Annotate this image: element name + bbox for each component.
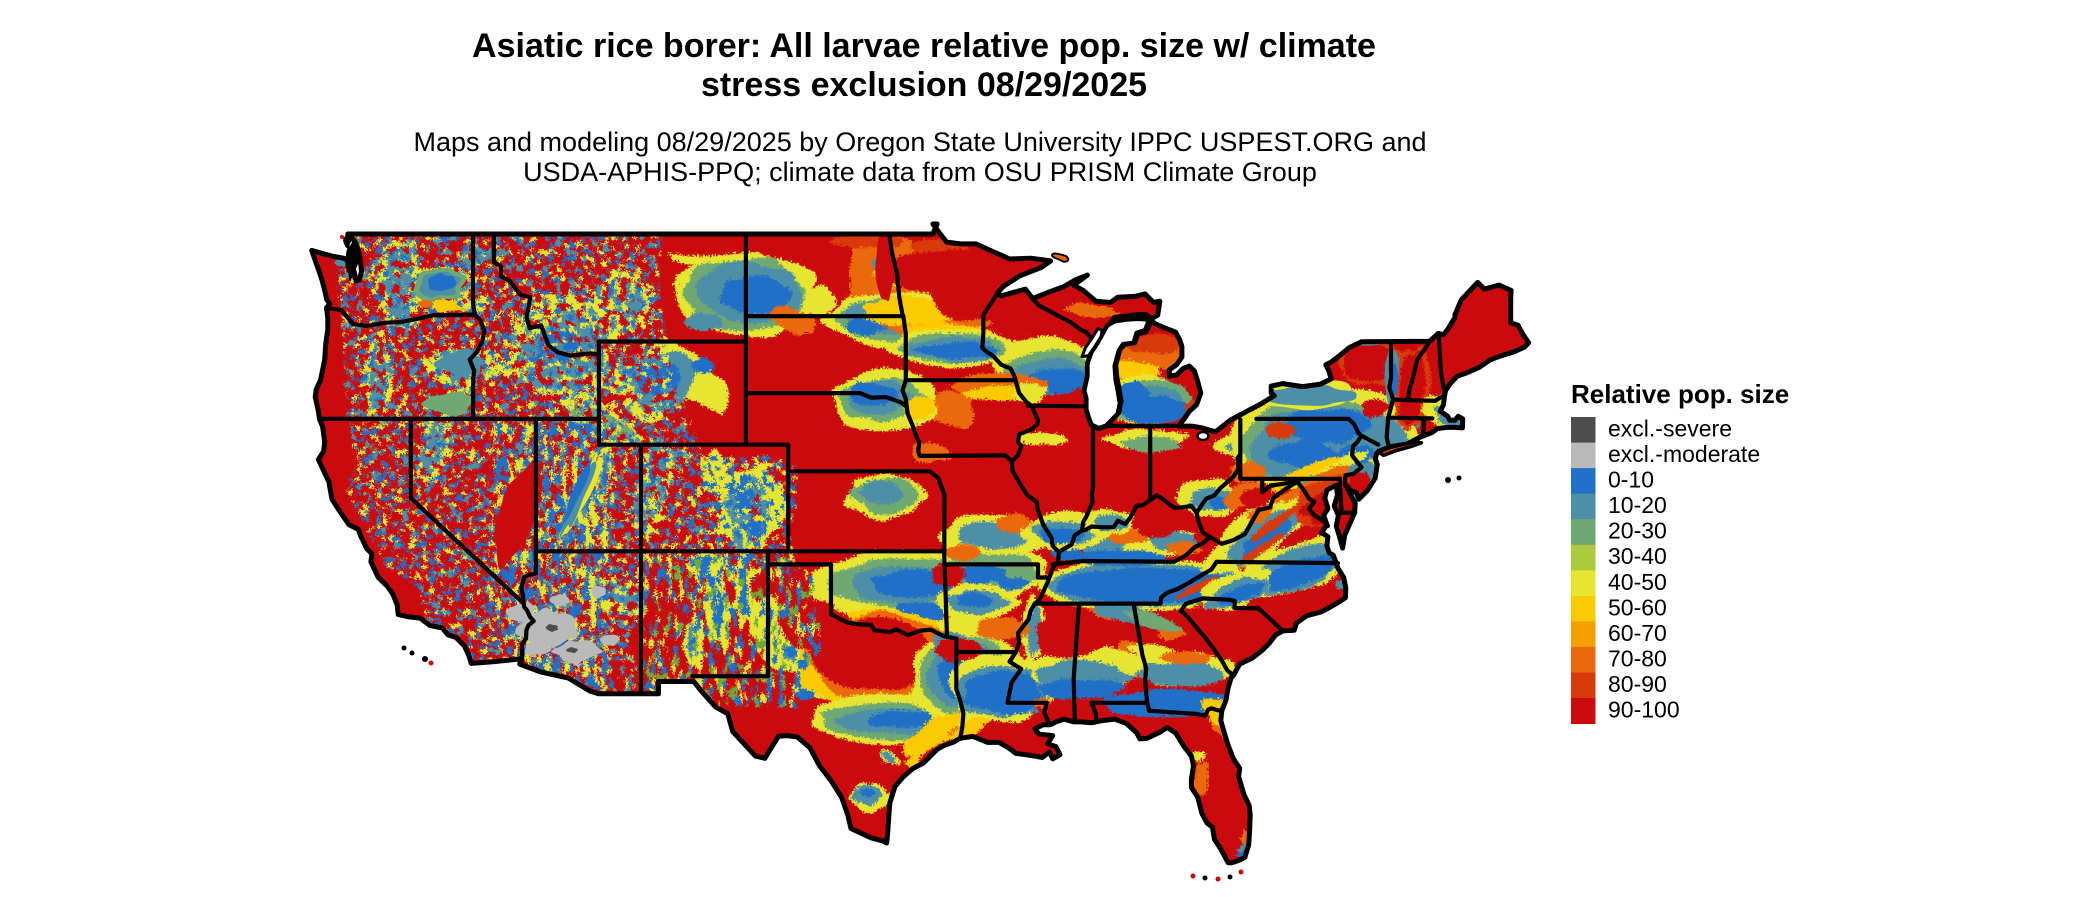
svg-text:Relative pop. size: Relative pop. size [1571,379,1789,409]
svg-text:40-50: 40-50 [1608,569,1667,595]
svg-text:USDA-APHIS-PPQ; climate data f: USDA-APHIS-PPQ; climate data from OSU PR… [523,157,1317,187]
svg-text:Asiatic rice borer: All larvae: Asiatic rice borer: All larvae relative … [472,27,1376,65]
svg-text:30-40: 30-40 [1608,543,1667,569]
svg-text:Maps and modeling 08/29/2025 b: Maps and modeling 08/29/2025 by Oregon S… [413,127,1426,157]
svg-text:20-30: 20-30 [1608,518,1667,544]
svg-text:60-70: 60-70 [1608,620,1667,646]
svg-text:50-60: 50-60 [1608,594,1667,620]
svg-text:70-80: 70-80 [1608,646,1667,672]
svg-text:excl.-severe: excl.-severe [1608,416,1732,442]
svg-text:90-100: 90-100 [1608,697,1680,723]
svg-text:stress exclusion 08/29/2025: stress exclusion 08/29/2025 [701,66,1147,104]
svg-text:80-90: 80-90 [1608,671,1667,697]
svg-text:10-20: 10-20 [1608,492,1667,518]
svg-text:excl.-moderate: excl.-moderate [1608,441,1760,467]
svg-text:0-10: 0-10 [1608,467,1654,493]
